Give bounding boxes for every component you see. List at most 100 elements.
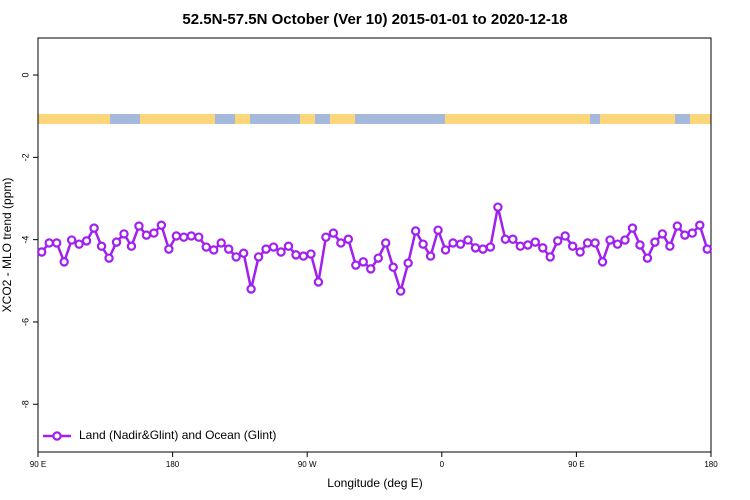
data-point <box>366 264 376 274</box>
data-point <box>470 243 481 253</box>
data-point <box>149 228 159 238</box>
plot-frame <box>37 37 712 453</box>
data-point <box>620 235 630 245</box>
data-point <box>395 286 406 296</box>
x-tick-label: 180 <box>704 460 718 469</box>
data-point <box>268 242 279 252</box>
data-point <box>201 242 211 252</box>
y-tick-label: -2 <box>20 153 30 161</box>
data-point <box>575 247 585 257</box>
land-band <box>690 114 711 124</box>
data-point <box>635 240 645 250</box>
land-band <box>300 114 315 124</box>
y-tick-label: -6 <box>20 318 30 326</box>
x-tick-label: 0 <box>440 460 445 469</box>
data-point <box>672 221 683 231</box>
data-point <box>530 237 540 247</box>
data-point <box>343 234 354 244</box>
data-point <box>500 234 511 244</box>
data-point <box>306 249 316 259</box>
data-point <box>425 251 436 261</box>
data-point <box>702 244 712 254</box>
data-point <box>478 244 488 254</box>
data-point <box>582 238 593 248</box>
data-point <box>111 237 122 247</box>
data-point <box>216 238 226 248</box>
data-point <box>81 236 92 246</box>
land-band <box>140 114 215 124</box>
y-axis-label: XCO2 - MLO trend (ppm) <box>0 178 14 313</box>
data-point <box>358 257 368 267</box>
data-point <box>37 247 47 257</box>
data-point <box>298 251 309 261</box>
data-point <box>171 231 182 241</box>
data-point <box>567 241 578 251</box>
data-point <box>89 223 99 233</box>
data-point <box>59 257 69 267</box>
data-point <box>373 253 383 263</box>
data-point <box>612 239 623 249</box>
data-point <box>336 238 346 248</box>
data-point <box>231 252 241 262</box>
data-point <box>657 229 668 239</box>
data-point <box>687 228 698 238</box>
data-point <box>440 245 451 255</box>
data-point <box>126 241 137 251</box>
data-point <box>455 239 466 249</box>
ocean-band <box>38 114 711 124</box>
data-point <box>650 237 660 247</box>
data-point <box>642 253 653 263</box>
data-point <box>164 244 174 254</box>
data-point <box>493 202 503 212</box>
data-point <box>590 238 600 248</box>
data-point <box>523 240 533 250</box>
data-point <box>156 220 167 230</box>
data-point <box>418 239 428 249</box>
data-point <box>51 238 62 248</box>
data-point <box>179 232 189 242</box>
data-point <box>680 230 690 240</box>
y-tick-label: -4 <box>20 236 30 244</box>
x-axis-label: Longitude (deg E) <box>327 476 422 490</box>
data-point <box>246 284 256 294</box>
data-point <box>104 253 114 263</box>
data-point <box>433 225 443 235</box>
land-band <box>445 114 590 124</box>
data-point <box>410 226 421 236</box>
data-point <box>194 232 204 242</box>
data-point <box>485 242 496 252</box>
data-point <box>44 238 54 248</box>
data-point <box>545 252 555 262</box>
data-point <box>66 235 77 245</box>
data-point <box>597 257 608 267</box>
y-tick-label: 0 <box>20 73 30 78</box>
data-point <box>276 247 286 257</box>
land-band <box>330 114 355 124</box>
data-point <box>291 250 301 260</box>
land-band <box>600 114 675 124</box>
data-point <box>403 258 413 268</box>
data-point <box>261 244 271 254</box>
data-point <box>253 252 264 262</box>
data-point <box>313 277 324 287</box>
x-tick-label: 90 W <box>298 460 317 469</box>
data-point <box>695 220 705 230</box>
x-tick-label: 180 <box>166 460 180 469</box>
x-tick-label: 90 E <box>30 460 46 469</box>
data-point <box>96 241 107 251</box>
data-point <box>119 229 129 239</box>
land-band <box>235 114 250 124</box>
data-point <box>508 234 518 244</box>
data-point <box>238 248 249 258</box>
data-point <box>553 236 563 246</box>
data-point <box>283 241 294 251</box>
data-point <box>627 223 638 233</box>
data-point <box>665 241 675 251</box>
data-point <box>515 241 526 251</box>
data-point <box>351 260 361 270</box>
legend-label: Land (Nadir&Glint) and Ocean (Glint) <box>79 428 276 442</box>
chart-title: 52.5N-57.5N October (Ver 10) 2015-01-01 … <box>182 11 567 28</box>
